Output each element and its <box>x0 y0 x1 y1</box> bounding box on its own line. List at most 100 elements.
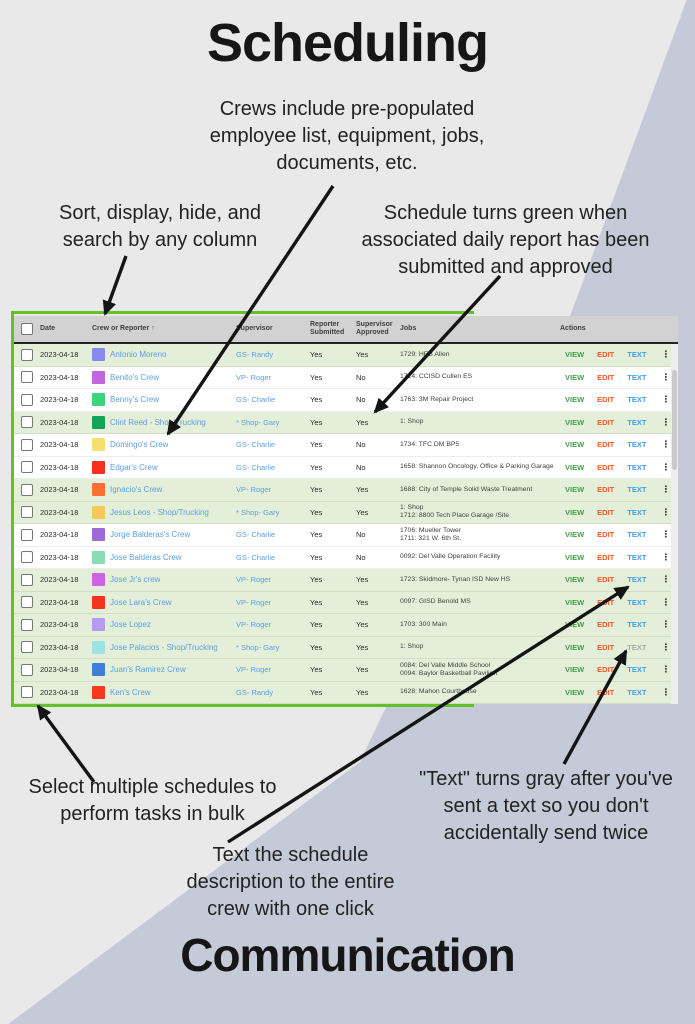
crew-link[interactable]: Benito's Crew <box>110 372 160 382</box>
crew-link[interactable]: Domingo's Crew <box>110 440 169 450</box>
edit-button[interactable]: EDIT <box>597 440 615 450</box>
crew-link[interactable]: Juan's Ramirez Crew <box>110 665 186 675</box>
view-button[interactable]: VIEW <box>565 507 585 517</box>
select-all-checkbox[interactable] <box>21 323 33 335</box>
edit-button[interactable]: EDIT <box>597 372 615 382</box>
column-header-jobs[interactable]: Jobs <box>400 325 417 332</box>
column-header-crew[interactable]: Crew or Reporter ↑ <box>92 325 155 332</box>
more-menu-button[interactable]: ⋮ <box>661 439 671 450</box>
text-button[interactable]: TEXT <box>627 620 647 630</box>
edit-button[interactable]: EDIT <box>597 485 615 495</box>
supervisor-link[interactable]: VP- Roger <box>236 485 272 495</box>
supervisor-link[interactable]: VP- Roger <box>236 372 272 382</box>
supervisor-link[interactable]: GS- Charlie <box>236 462 276 472</box>
view-button[interactable]: VIEW <box>565 395 585 405</box>
row-checkbox[interactable] <box>21 348 33 361</box>
view-button[interactable]: VIEW <box>565 552 585 562</box>
text-button[interactable]: TEXT <box>627 462 647 472</box>
edit-button[interactable]: EDIT <box>597 642 615 652</box>
more-menu-button[interactable]: ⋮ <box>661 484 671 495</box>
scrollbar-thumb[interactable] <box>672 370 677 470</box>
supervisor-link[interactable]: VP- Roger <box>236 597 272 607</box>
row-checkbox[interactable] <box>21 506 33 519</box>
edit-button[interactable]: EDIT <box>597 575 615 585</box>
row-checkbox[interactable] <box>21 416 33 429</box>
crew-link[interactable]: Clint Reed - Shop/Trucking <box>110 417 206 427</box>
row-checkbox[interactable] <box>21 461 33 474</box>
row-checkbox[interactable] <box>21 551 33 564</box>
text-button[interactable]: TEXT <box>627 687 647 697</box>
edit-button[interactable]: EDIT <box>597 417 615 427</box>
crew-link[interactable]: Jose Lopez <box>110 620 151 630</box>
supervisor-link[interactable]: GS- Charlie <box>236 395 276 405</box>
view-button[interactable]: VIEW <box>565 440 585 450</box>
row-checkbox[interactable] <box>21 528 33 541</box>
supervisor-link[interactable]: VP- Roger <box>236 665 272 675</box>
view-button[interactable]: VIEW <box>565 642 585 652</box>
text-button[interactable]: TEXT <box>627 575 647 585</box>
crew-link[interactable]: Antonio Moreno <box>110 350 167 360</box>
text-button[interactable]: TEXT <box>627 417 647 427</box>
crew-link[interactable]: Jose Jr's crew <box>110 575 161 585</box>
view-button[interactable]: VIEW <box>565 417 585 427</box>
more-menu-button[interactable]: ⋮ <box>661 551 671 562</box>
text-button[interactable]: TEXT <box>627 372 647 382</box>
edit-button[interactable]: EDIT <box>597 350 615 360</box>
supervisor-link[interactable]: * Shop- Gary <box>236 417 280 427</box>
row-checkbox[interactable] <box>21 483 33 496</box>
edit-button[interactable]: EDIT <box>597 507 615 517</box>
more-menu-button[interactable]: ⋮ <box>661 686 671 697</box>
text-button[interactable]: TEXT <box>627 597 647 607</box>
text-button[interactable]: TEXT <box>627 350 647 360</box>
text-button[interactable]: TEXT <box>627 395 647 405</box>
crew-link[interactable]: Ken's Crew <box>110 687 151 697</box>
edit-button[interactable]: EDIT <box>597 530 615 540</box>
supervisor-link[interactable]: VP- Roger <box>236 620 272 630</box>
row-checkbox[interactable] <box>21 663 33 676</box>
row-checkbox[interactable] <box>21 618 33 631</box>
crew-link[interactable]: Edgar's Crew <box>110 462 158 472</box>
edit-button[interactable]: EDIT <box>597 597 615 607</box>
supervisor-link[interactable]: * Shop- Gary <box>236 507 280 517</box>
column-header-supervisor-approved[interactable]: Supervisor Approved <box>356 321 393 336</box>
text-button[interactable]: TEXT <box>627 507 647 517</box>
supervisor-link[interactable]: VP- Roger <box>236 575 272 585</box>
view-button[interactable]: VIEW <box>565 687 585 697</box>
text-button[interactable]: TEXT <box>627 665 647 675</box>
column-header-supervisor[interactable]: Supervisor <box>236 325 273 332</box>
more-menu-button[interactable]: ⋮ <box>661 641 671 652</box>
edit-button[interactable]: EDIT <box>597 462 615 472</box>
more-menu-button[interactable]: ⋮ <box>661 461 671 472</box>
supervisor-link[interactable]: GS- Randy <box>236 687 274 697</box>
text-button[interactable]: TEXT <box>627 552 647 562</box>
supervisor-link[interactable]: GS- Charlie <box>236 552 276 562</box>
view-button[interactable]: VIEW <box>565 597 585 607</box>
crew-link[interactable]: Jorge Balderas's Crew <box>110 530 191 540</box>
more-menu-button[interactable]: ⋮ <box>661 664 671 675</box>
more-menu-button[interactable]: ⋮ <box>661 619 671 630</box>
table-scrollbar[interactable] <box>671 344 678 704</box>
more-menu-button[interactable]: ⋮ <box>661 371 671 382</box>
row-checkbox[interactable] <box>21 573 33 586</box>
more-menu-button[interactable]: ⋮ <box>661 349 671 360</box>
more-menu-button[interactable]: ⋮ <box>661 529 671 540</box>
more-menu-button[interactable]: ⋮ <box>661 416 671 427</box>
supervisor-link[interactable]: GS- Charlie <box>236 440 276 450</box>
text-button[interactable]: TEXT <box>627 530 647 540</box>
view-button[interactable]: VIEW <box>565 530 585 540</box>
text-button[interactable]: TEXT <box>627 440 647 450</box>
more-menu-button[interactable]: ⋮ <box>661 506 671 517</box>
crew-link[interactable]: Jose Palacios - Shop/Trucking <box>110 642 218 652</box>
view-button[interactable]: VIEW <box>565 485 585 495</box>
view-button[interactable]: VIEW <box>565 665 585 675</box>
supervisor-link[interactable]: GS- Charlie <box>236 530 276 540</box>
text-button[interactable]: TEXT <box>627 642 647 652</box>
crew-link[interactable]: Jose Balderas Crew <box>110 552 182 562</box>
more-menu-button[interactable]: ⋮ <box>661 596 671 607</box>
view-button[interactable]: VIEW <box>565 462 585 472</box>
crew-link[interactable]: Ignacio's Crew <box>110 485 163 495</box>
column-header-date[interactable]: Date <box>40 325 56 332</box>
text-button[interactable]: TEXT <box>627 485 647 495</box>
view-button[interactable]: VIEW <box>565 620 585 630</box>
row-checkbox[interactable] <box>21 596 33 609</box>
